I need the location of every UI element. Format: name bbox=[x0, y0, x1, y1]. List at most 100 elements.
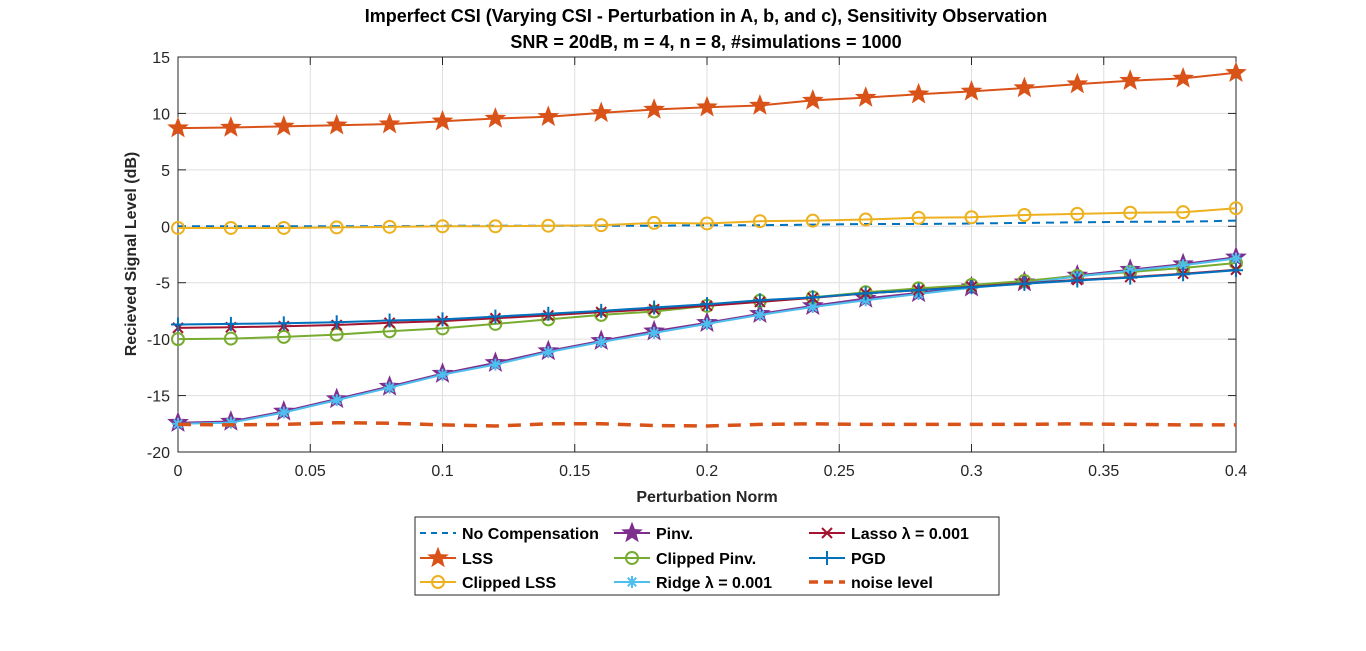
data-point bbox=[1013, 76, 1036, 98]
data-point bbox=[749, 94, 771, 115]
data-point bbox=[382, 219, 397, 234]
x-axis-label: Perturbation Norm bbox=[636, 489, 777, 506]
data-point bbox=[1230, 252, 1242, 265]
y-tick-label: -10 bbox=[147, 332, 170, 349]
data-point bbox=[276, 316, 291, 331]
data-point bbox=[1123, 205, 1138, 220]
data-point bbox=[696, 95, 718, 117]
data-point bbox=[1066, 72, 1089, 94]
legend-item: LSS bbox=[420, 546, 493, 568]
x-tick-label: 0.2 bbox=[696, 463, 718, 480]
legend-item: PGD bbox=[809, 551, 886, 568]
data-point bbox=[1123, 270, 1138, 285]
data-point bbox=[595, 335, 608, 348]
data-point bbox=[435, 312, 450, 327]
data-point bbox=[329, 315, 344, 330]
legend-item: Clipped Pinv. bbox=[614, 551, 756, 568]
data-point bbox=[541, 218, 556, 233]
legend-item: No Compensation bbox=[420, 526, 599, 543]
data-point bbox=[752, 293, 767, 308]
data-point bbox=[489, 358, 502, 371]
data-point bbox=[647, 215, 662, 230]
data-point bbox=[1119, 69, 1142, 90]
legend-marker bbox=[626, 576, 638, 588]
legend-item: Ridge λ = 0.001 bbox=[614, 575, 772, 592]
data-point bbox=[648, 326, 661, 339]
data-point bbox=[643, 98, 665, 119]
data-point bbox=[488, 219, 503, 234]
legend: No Compensation Pinv. Lasso λ = 0.001 LSS Cl… bbox=[414, 516, 1000, 596]
series-lss bbox=[167, 61, 1247, 138]
data-point bbox=[1017, 276, 1032, 291]
y-tick-label: 15 bbox=[152, 50, 170, 67]
y-axis-label: Recieved Signal Level (dB) bbox=[123, 152, 140, 357]
legend-label: PGD bbox=[851, 551, 886, 568]
legend-marker bbox=[427, 546, 449, 568]
legend-box bbox=[414, 516, 1000, 596]
legend-item: Lasso λ = 0.001 bbox=[809, 526, 969, 543]
data-point bbox=[700, 216, 714, 231]
data-point bbox=[590, 101, 613, 123]
y-tick-label: 5 bbox=[161, 163, 170, 180]
data-point bbox=[1229, 201, 1243, 216]
data-point bbox=[1017, 208, 1032, 222]
x-tick-label: 0.35 bbox=[1088, 463, 1119, 480]
data-point bbox=[753, 308, 766, 321]
data-point bbox=[272, 114, 295, 136]
data-point bbox=[436, 368, 449, 381]
legend-label: LSS bbox=[462, 551, 493, 568]
data-point bbox=[277, 406, 290, 419]
chart-subtitle: SNR = 20dB, m = 4, n = 8, #simulations =… bbox=[510, 32, 901, 52]
data-point bbox=[1229, 263, 1243, 278]
data-point bbox=[325, 113, 348, 135]
data-point bbox=[171, 317, 185, 332]
data-point bbox=[701, 317, 713, 330]
legend-label: noise level bbox=[851, 575, 933, 592]
data-point bbox=[542, 346, 555, 359]
data-point bbox=[1176, 267, 1191, 282]
x-tick-label: 0.25 bbox=[824, 463, 855, 480]
data-point bbox=[1176, 205, 1191, 220]
legend-label: Pinv. bbox=[656, 526, 693, 543]
data-point bbox=[172, 417, 184, 430]
data-point bbox=[700, 297, 714, 312]
legend-label: Clipped LSS bbox=[462, 575, 557, 592]
x-tick-label: 0.15 bbox=[559, 463, 590, 480]
legend-label: Ridge λ = 0.001 bbox=[656, 575, 772, 592]
data-point bbox=[964, 210, 979, 225]
data-point bbox=[594, 218, 609, 233]
data-point bbox=[382, 313, 397, 328]
data-point bbox=[488, 309, 503, 324]
x-tick-label: 0.1 bbox=[431, 463, 453, 480]
data-point bbox=[1070, 273, 1085, 288]
x-tick-label: 0.3 bbox=[960, 463, 982, 480]
series-lines bbox=[167, 61, 1247, 432]
legend-marker bbox=[821, 527, 833, 539]
legend-item: Clipped LSS bbox=[420, 575, 557, 592]
data-point bbox=[223, 331, 238, 346]
data-point bbox=[223, 220, 238, 235]
legend-item: Pinv. bbox=[614, 521, 693, 543]
series-clipped-lss bbox=[171, 201, 1243, 235]
legend-label: Lasso λ = 0.001 bbox=[851, 526, 969, 543]
data-point bbox=[378, 112, 401, 134]
legend-item: noise level bbox=[809, 575, 933, 592]
data-point bbox=[858, 212, 873, 227]
series-line bbox=[178, 207, 1237, 229]
data-point bbox=[329, 220, 344, 235]
data-point bbox=[854, 86, 877, 107]
data-point bbox=[1225, 61, 1247, 83]
data-point bbox=[752, 214, 767, 229]
data-point bbox=[1172, 66, 1194, 88]
data-point bbox=[435, 219, 450, 234]
data-point bbox=[801, 88, 824, 110]
data-point bbox=[907, 82, 930, 104]
data-point bbox=[276, 220, 291, 235]
data-point bbox=[330, 394, 343, 407]
y-tick-label: -5 bbox=[156, 276, 170, 293]
series-noise-level bbox=[177, 420, 1236, 428]
data-point bbox=[911, 283, 926, 298]
data-point bbox=[594, 303, 609, 318]
data-point bbox=[805, 290, 820, 305]
x-tick-label: 0.05 bbox=[295, 463, 326, 480]
